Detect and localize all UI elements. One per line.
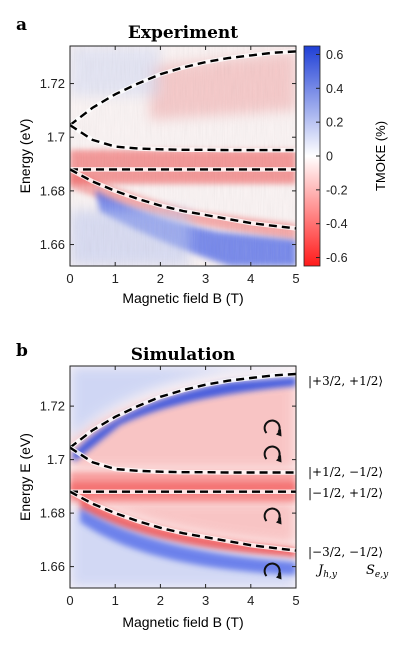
y-tick-label-a: 1.72	[40, 76, 65, 91]
y-tick-label-b: 1.72	[40, 399, 65, 414]
y-tick-label-b: 1.7	[47, 452, 65, 467]
colorbar-tick-label: -0.6	[326, 251, 348, 265]
axis-ticks-b: 0 1 2 3 4 5 1.66 1.68 1.7 1.72	[40, 366, 300, 608]
heatmap-a	[70, 46, 296, 266]
heatmap-b-blue-upperbranch	[72, 377, 296, 462]
panel-title-a: Experiment	[128, 23, 238, 43]
state-label-1: |+3/2, +1/2⟩	[308, 374, 383, 388]
panel-a: a Experiment 0 1 2 3 4 5 1.66 1.68 1.7 1.72 Magne…	[16, 15, 300, 306]
x-tick-label-a: 2	[157, 271, 164, 286]
heatmap-b-blue-upper	[70, 366, 296, 440]
y-tick-label-b: 1.68	[40, 506, 65, 521]
colorbar-tick-label: 0.2	[326, 116, 343, 130]
x-tick-label-b: 5	[292, 593, 299, 608]
y-tick-label-a: 1.66	[40, 237, 65, 252]
spin-label-hole: Jh,y	[315, 563, 338, 580]
heatmap-b-blue-lowerbranch	[80, 508, 296, 575]
branch-curve-a-2	[70, 124, 296, 152]
x-tick-label-a: 4	[247, 271, 254, 286]
state-label-2: |+1/2, −1/2⟩	[308, 465, 383, 479]
colorbar-tick-label: -0.2	[326, 183, 348, 197]
xlabel-a: Magnetic field B (T)	[122, 290, 243, 306]
colorbar-ticks: 0.6 0.4 0.2 0 -0.2 -0.4 -0.6	[316, 48, 348, 265]
ylabel-a: Energy (eV)	[17, 119, 33, 194]
panel-letter-a: a	[16, 15, 27, 35]
x-tick-label-a: 0	[66, 271, 73, 286]
branch-curve-b-2	[70, 446, 296, 474]
x-tick-label-b: 0	[66, 593, 73, 608]
panel-title-b: Simulation	[131, 345, 236, 365]
state-label-3: |−1/2, +1/2⟩	[308, 486, 383, 500]
panel-b: b Simulation	[16, 341, 389, 630]
rotation-arrow-icon	[263, 562, 282, 580]
xlabel-b: Magnetic field B (T)	[122, 614, 243, 630]
heatmap-b-red-lower	[70, 500, 296, 545]
x-tick-label-a: 5	[292, 271, 299, 286]
x-tick-label-b: 4	[247, 593, 254, 608]
axes-frame-b	[69, 365, 297, 589]
fit-curves-b	[70, 371, 296, 553]
x-tick-label-a: 3	[202, 271, 209, 286]
ylabel-b: Energy E (eV)	[17, 433, 33, 521]
branch-curve-a-1	[70, 50, 296, 127]
axes-frame-a	[69, 45, 297, 267]
state-label-4: |−3/2, −1/2⟩	[308, 545, 383, 559]
branch-curve-a-4	[70, 168, 296, 230]
x-tick-label-b: 3	[202, 593, 209, 608]
heatmap-b	[70, 366, 296, 588]
x-tick-label-b: 1	[112, 593, 119, 608]
colorbar-tick-label: -0.4	[326, 217, 348, 231]
fit-curves-a	[70, 49, 296, 231]
colorbar-tick-label: 0	[326, 150, 333, 164]
panel-letter-b: b	[16, 341, 28, 361]
x-tick-label-a: 1	[112, 271, 119, 286]
branch-curve-b-4	[70, 490, 296, 552]
rotation-arrow-icon	[263, 507, 282, 525]
colorbar-tick-label: 0.6	[326, 48, 343, 62]
spin-label-electron: Se,y	[366, 563, 389, 580]
branch-curve-b-1	[70, 372, 296, 449]
colorbar: 0.6 0.4 0.2 0 -0.2 -0.4 -0.6 TMOKE (%)	[303, 45, 388, 267]
rotation-arrow-icon	[263, 419, 282, 437]
axis-ticks-a: 0 1 2 3 4 5 1.66 1.68 1.7 1.72	[40, 46, 300, 286]
x-tick-label-b: 2	[157, 593, 164, 608]
rotation-arrow-icon	[263, 445, 282, 463]
y-tick-label-b: 1.66	[40, 559, 65, 574]
y-tick-label-a: 1.7	[47, 130, 65, 145]
heatmap-b-red-upper	[70, 380, 296, 470]
y-tick-label-a: 1.68	[40, 183, 65, 198]
colorbar-label: TMOKE (%)	[373, 121, 388, 191]
colorbar-tick-label: 0.4	[326, 82, 343, 96]
